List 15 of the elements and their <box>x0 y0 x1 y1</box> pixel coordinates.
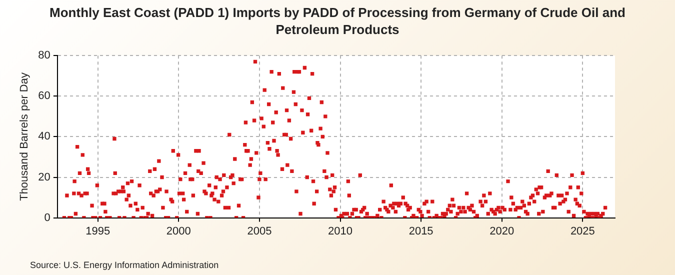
chart-title: Monthly East Coast (PADD 1) Imports by PADD of Processing from Germany of Crude Oil and Petroleum Products <box>48 4 626 38</box>
x-tick-label: 2005 <box>247 225 272 238</box>
source-note: Source: U.S. Energy Information Administration <box>30 260 219 270</box>
y-tick-label: 0 <box>44 212 50 224</box>
x-tick-label: 2015 <box>408 225 434 238</box>
y-tick-label: 20 <box>38 171 50 184</box>
x-tick-label: 2010 <box>328 225 352 238</box>
x-tick-label: 2020 <box>490 225 514 238</box>
y-tick-label: 60 <box>38 90 50 102</box>
y-axis-title: Thousand Barrels per Day <box>18 72 31 201</box>
x-tick-label: 1995 <box>86 225 110 238</box>
y-tick-label: 80 <box>38 50 50 62</box>
x-tick-label: 2000 <box>166 225 191 238</box>
y-tick-label: 40 <box>38 130 50 143</box>
x-tick-label: 2025 <box>570 225 595 238</box>
